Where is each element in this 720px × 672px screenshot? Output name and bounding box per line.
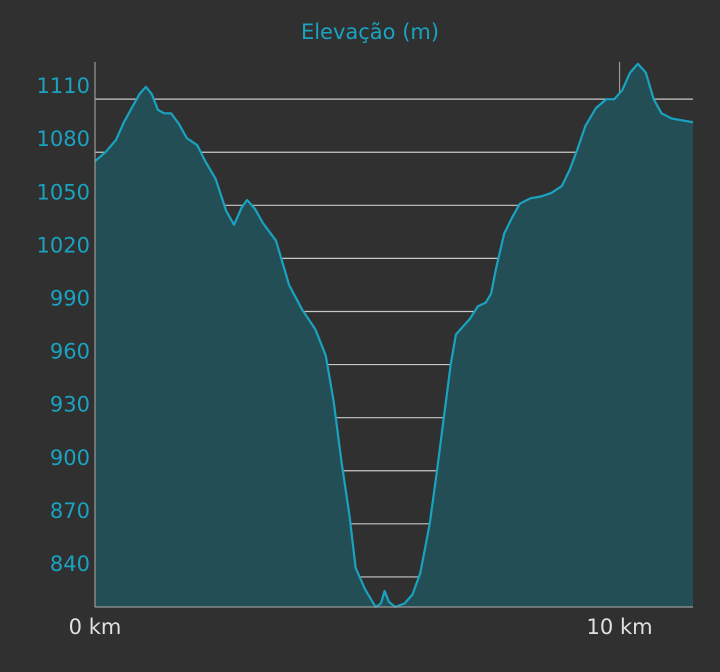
y-tick-label-960: 960 [50, 340, 90, 364]
x-tick-label-0: 0 km [69, 615, 122, 639]
x-tick-label-10: 10 km [587, 615, 653, 639]
series-layer [94, 62, 694, 609]
y-tick-label-1110: 1110 [37, 74, 90, 98]
axes [94, 62, 693, 608]
y-tick-label-1020: 1020 [37, 233, 90, 257]
y-tick-label-1050: 1050 [37, 180, 90, 204]
elevation-area [95, 63, 693, 608]
y-tick-label-900: 900 [50, 446, 90, 470]
chart-title: Elevação (m) [301, 20, 439, 44]
y-tick-label-930: 930 [50, 393, 90, 417]
y-tick-label-870: 870 [50, 499, 90, 523]
y-tick-label-840: 840 [50, 552, 90, 576]
y-tick-labels: 840 870 900 930 960 990 1020 1050 1080 1110 [37, 74, 90, 576]
y-tick-label-1080: 1080 [37, 127, 90, 151]
x-tick-labels: 0 km 10 km [69, 615, 653, 639]
elevation-line [94, 62, 694, 609]
y-tick-label-990: 990 [50, 286, 90, 310]
